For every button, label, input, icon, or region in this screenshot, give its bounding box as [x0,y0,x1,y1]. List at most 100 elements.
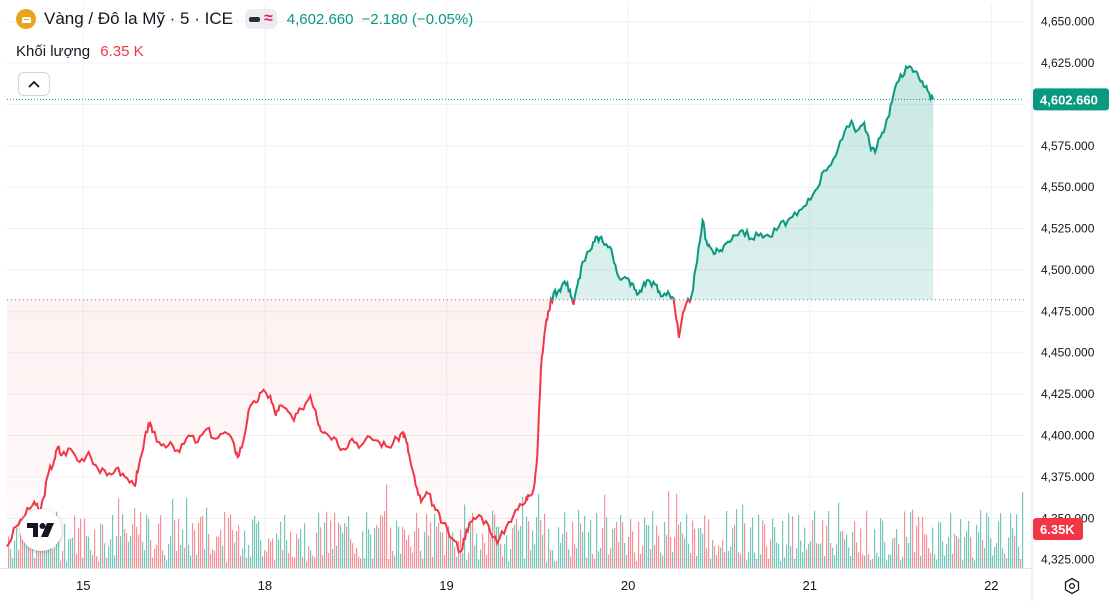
volume-bar [14,540,16,568]
volume-bar [934,554,936,568]
volume-bar [534,543,536,568]
volume-bar [80,518,82,568]
volume-bar [694,528,696,568]
volume-bar [62,550,64,568]
volume-bar [372,558,374,568]
volume-bar [664,522,666,568]
volume-bar [316,532,318,568]
volume-bar [122,514,124,568]
x-tick-label: 22 [984,578,998,593]
volume-bar [652,510,654,568]
volume-bar [172,498,174,568]
volume-bar [182,529,184,568]
volume-bar [804,527,806,568]
volume-tag-text: 6.35K [1040,522,1075,537]
volume-bar [142,541,144,568]
volume-bar [966,531,968,568]
volume-bar [860,528,862,568]
volume-bar [164,555,166,568]
chart-type-toggle[interactable]: ≈ [244,9,277,29]
volume-bar [168,544,170,568]
volume-bar [798,514,800,568]
volume-bar [850,555,852,568]
volume-bar [1004,553,1006,568]
volume-bar [466,560,468,568]
volume-bar [656,525,658,568]
volume-bar [166,560,168,568]
volume-bar [890,554,892,568]
volume-bar [530,550,532,568]
volume-bar [578,510,580,568]
volume-bar [646,525,648,568]
volume-bar [508,561,510,568]
volume-bar [448,526,450,568]
volume-bar [230,514,232,568]
volume-bar [480,549,482,568]
volume-bar [780,561,782,568]
volume-bar [880,518,882,568]
volume-bar [584,515,586,568]
volume-bar [856,542,858,568]
volume-bar [284,514,286,568]
volume-bar [504,543,506,568]
volume-bar [756,558,758,568]
chart-overlay [7,98,1024,301]
volume-bar [568,549,570,568]
volume-bar [870,560,872,568]
volume-bar [224,512,226,568]
tradingview-logo-icon[interactable] [20,509,62,551]
collapse-legend-button[interactable] [18,72,50,96]
volume-bar [346,526,348,568]
volume-bar [1012,528,1014,568]
volume-bar [494,514,496,568]
volume-bar [766,546,768,568]
volume-tag: 6.35K [1033,518,1083,540]
volume-bar [936,559,938,568]
volume-bar [896,529,898,568]
volume-bar [472,512,474,568]
volume-bar [294,557,296,568]
volume-bar [910,512,912,568]
volume-bar [516,518,518,568]
price-axis[interactable]: 4,650.0004,625.0004,600.0004,575.0004,55… [1033,15,1109,567]
x-tick-label: 21 [802,578,816,593]
volume-bar [344,522,346,568]
settings-icon [1064,577,1080,595]
volume-bar [608,554,610,568]
volume-bar [778,543,780,568]
y-tick-label: 4,500.000 [1041,263,1095,277]
price-line-down [6,299,692,554]
volume-bar [258,521,260,568]
volume-bar [368,529,370,568]
volume-bar [532,530,534,568]
legend-header: Vàng / Đô la Mỹ · 5 · ICE ≈ 4,602.660 −2… [16,9,473,29]
volume-bar [604,494,606,568]
volume-bar [124,528,126,568]
time-axis[interactable]: 15 18 19 20 21 22 [76,578,999,593]
y-tick-label: 4,525.000 [1041,222,1095,236]
volume-bar [742,504,744,568]
volume-bar [482,533,484,568]
volume-bar [356,547,358,568]
volume-bar [872,559,874,568]
volume-bar [662,555,664,568]
volume-bar [988,516,990,568]
settings-button[interactable] [1062,576,1082,596]
volume-bar [852,531,854,568]
volume-bar [386,484,388,568]
volume-bar [382,516,384,568]
approx-icon: ≈ [263,10,273,27]
volume-legend[interactable]: Khối lượng 6.35 K [16,43,144,60]
volume-bar [146,514,148,568]
volume-tag-bg [1033,518,1083,540]
volume-bar [400,553,402,568]
volume-bar [396,520,398,568]
volume-bar [582,531,584,568]
volume-bar [912,509,914,568]
volume-bar [680,521,682,568]
symbol-title[interactable]: Vàng / Đô la Mỹ · 5 · ICE [44,9,233,28]
volume-bar [268,538,270,568]
volume-bar [894,537,896,568]
volume-bar [1022,492,1024,568]
